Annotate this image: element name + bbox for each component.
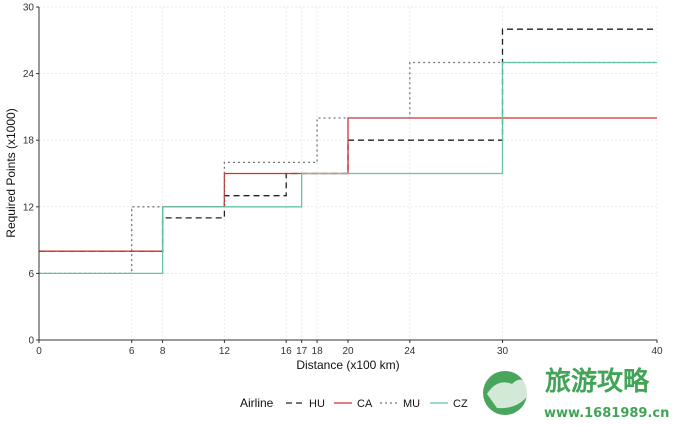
- y-tick-label: 0: [28, 336, 34, 347]
- y-tick-label: 30: [23, 3, 35, 14]
- legend-label-hu: HU: [309, 398, 325, 410]
- x-axis-title: Distance (x100 km): [296, 358, 399, 372]
- watermark-url: www.1681989.cn: [544, 406, 669, 421]
- y-tick-label: 6: [28, 269, 34, 280]
- x-tick-label: 24: [404, 346, 416, 357]
- series-group: [39, 28, 657, 275]
- watermark: 旅游攻略 www.1681989.cn: [483, 366, 669, 421]
- x-tick-label: 0: [36, 346, 42, 357]
- watermark-brand: 旅游攻略: [545, 366, 650, 397]
- x-tick-label: 20: [342, 346, 354, 357]
- x-tick-label: 12: [219, 346, 231, 357]
- y-tick-label: 24: [23, 69, 35, 80]
- legend-title: Airline: [240, 396, 274, 410]
- legend-label-ca: CA: [357, 398, 373, 410]
- x-tick-label: 17: [296, 346, 308, 357]
- x-tick-label: 18: [312, 346, 324, 357]
- axes: 0 6 8 12 16 17 18 20 24 30 40 0 6 12 18 24 30: [23, 3, 663, 358]
- legend-label-mu: MU: [403, 398, 420, 410]
- x-tick-label: 8: [160, 346, 166, 357]
- x-tick-label: 30: [497, 346, 509, 357]
- x-tick-label: 6: [129, 346, 135, 357]
- legend-label-cz: CZ: [453, 398, 468, 410]
- y-axis-title: Required Points (x1000): [4, 108, 18, 237]
- legend: Airline HU CA MU CZ: [240, 396, 468, 410]
- watermark-logo: [483, 371, 532, 415]
- x-tick-label: 40: [651, 346, 663, 357]
- x-tick-label: 16: [281, 346, 293, 357]
- y-tick-label: 18: [23, 136, 35, 147]
- y-tick-label: 12: [23, 202, 35, 213]
- series-line-cz: [39, 61, 657, 275]
